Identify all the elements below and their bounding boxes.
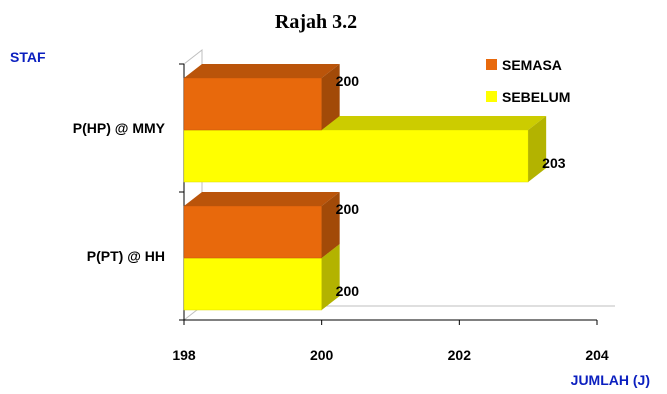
data-labels: 203 200 200 200: [336, 73, 566, 299]
bar-sebelum-1: [183, 116, 547, 183]
y-axis-title: STAF: [10, 49, 46, 65]
category-labels: P(HP) @ MMY P(PT) @ HH: [73, 120, 166, 264]
category-label-0: P(PT) @ HH: [87, 248, 165, 264]
bar-top: [184, 64, 340, 78]
x-axis-title: JUMLAH (J): [571, 372, 650, 388]
data-label-semasa-0: 200: [336, 201, 360, 217]
legend-swatch-semasa: [486, 59, 497, 70]
x-tick-label-200: 200: [310, 347, 334, 363]
data-label-semasa-1: 200: [336, 73, 360, 89]
bars-layer: [183, 64, 547, 311]
legend-label-sebelum: SEBELUM: [502, 89, 570, 105]
bar-front: [183, 77, 322, 131]
x-tick-label-202: 202: [448, 347, 472, 363]
legend: SEMASA SEBELUM: [486, 57, 570, 105]
category-label-1: P(HP) @ MMY: [73, 120, 166, 136]
bar-front: [183, 257, 322, 311]
chart-title: Rajah 3.2: [275, 11, 357, 33]
bar-side: [321, 244, 340, 310]
bar-front: [183, 129, 529, 183]
x-tick-label-204: 204: [585, 347, 609, 363]
bar-semasa-0: [183, 192, 340, 259]
data-label-sebelum-1: 203: [542, 155, 566, 171]
x-tick-labels: 198 200 202 204: [172, 63, 609, 363]
bar-side: [528, 116, 547, 182]
data-label-sebelum-0: 200: [336, 283, 360, 299]
bar-side: [321, 64, 340, 130]
legend-swatch-sebelum: [486, 91, 497, 102]
legend-label-semasa: SEMASA: [502, 57, 562, 73]
bar-semasa-1: [183, 64, 340, 131]
x-tick-label-198: 198: [172, 347, 196, 363]
bar-front: [183, 205, 322, 259]
bar-top: [184, 192, 340, 206]
bar-side: [321, 192, 340, 258]
